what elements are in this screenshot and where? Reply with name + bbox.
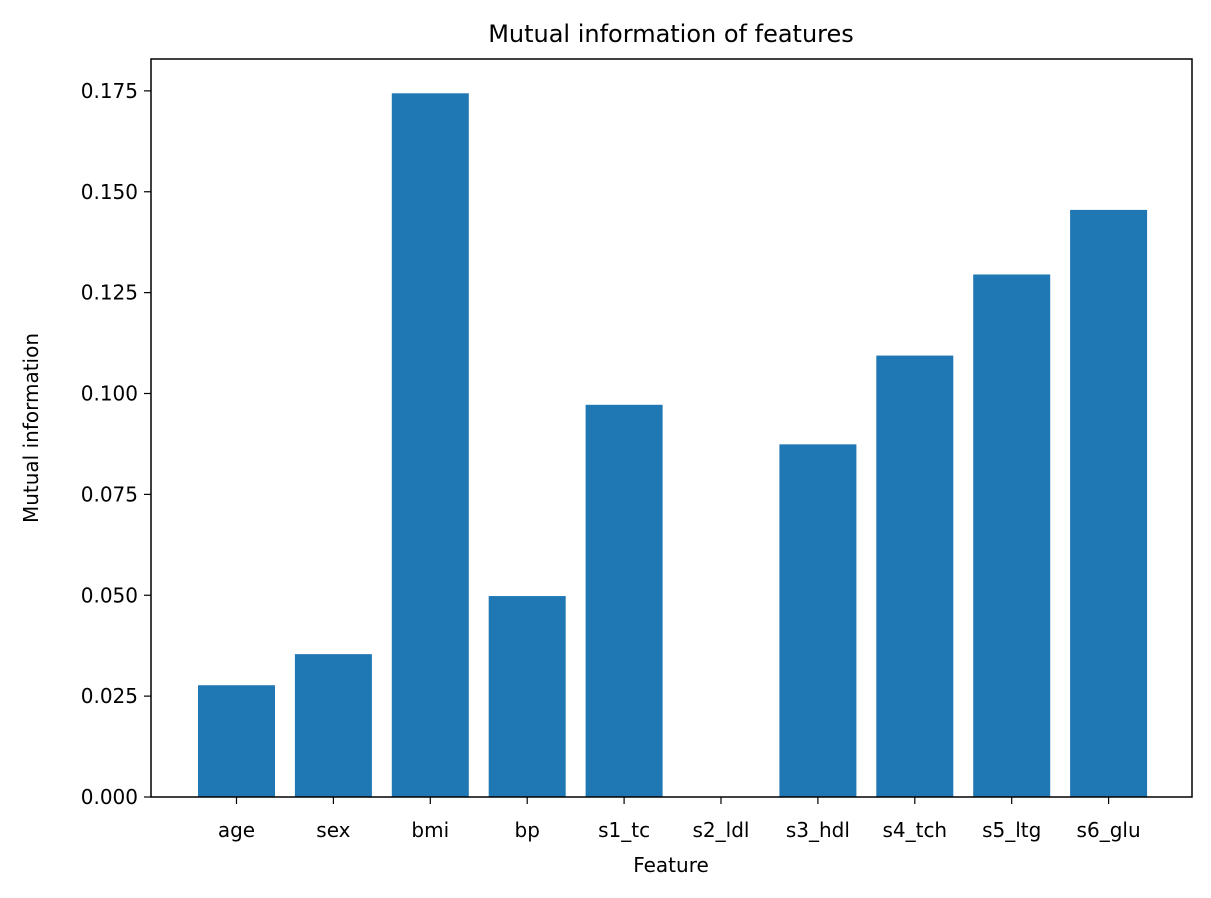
y-tick-label-6: 0.150 — [81, 180, 138, 204]
y-axis-title: Mutual information — [19, 333, 43, 523]
y-axis: 0.000 0.025 0.050 0.075 0.100 0.125 0.150 0.175 — [81, 79, 151, 809]
bar-s3_hdl — [779, 444, 857, 797]
x-tick-label-s6_glu: s6_glu — [1077, 818, 1141, 842]
bar-bmi — [391, 93, 469, 798]
bar-s5_ltg — [973, 274, 1051, 797]
bar-bp — [488, 596, 566, 797]
x-tick-label-s1_tc: s1_tc — [598, 818, 650, 842]
y-tick-label-0: 0.000 — [81, 785, 138, 809]
x-axis-title: Feature — [633, 853, 709, 877]
x-tick-label-bmi: bmi — [411, 818, 449, 842]
x-tick-label-sex: sex — [316, 818, 350, 842]
bar-s4_tch — [876, 355, 954, 797]
x-axis: age sex bmi bp s1_tc s2_ldl s3_hdl s4_tch s5_ltg… — [218, 797, 1141, 842]
x-tick-label-s3_hdl: s3_hdl — [786, 818, 850, 842]
y-tick-label-4: 0.100 — [81, 382, 138, 406]
y-tick-label-1: 0.025 — [81, 684, 138, 708]
x-tick-label-s4_tch: s4_tch — [882, 818, 947, 842]
y-tick-label-5: 0.125 — [81, 281, 138, 305]
y-tick-label-3: 0.075 — [81, 482, 138, 506]
bar-s1_tc — [585, 404, 663, 797]
x-tick-label-s2_ldl: s2_ldl — [693, 818, 750, 842]
x-tick-label-s5_ltg: s5_ltg — [982, 818, 1041, 842]
bars-group — [198, 93, 1148, 798]
y-tick-label-7: 0.175 — [81, 79, 138, 103]
bar-s6_glu — [1070, 209, 1148, 797]
chart-title: Mutual information of features — [488, 20, 854, 48]
x-tick-label-age: age — [218, 818, 255, 842]
plot-frame — [150, 58, 1193, 798]
x-tick-label-bp: bp — [515, 818, 540, 842]
bar-age — [198, 685, 275, 797]
bar-sex — [294, 654, 372, 797]
y-tick-label-2: 0.050 — [81, 583, 138, 607]
